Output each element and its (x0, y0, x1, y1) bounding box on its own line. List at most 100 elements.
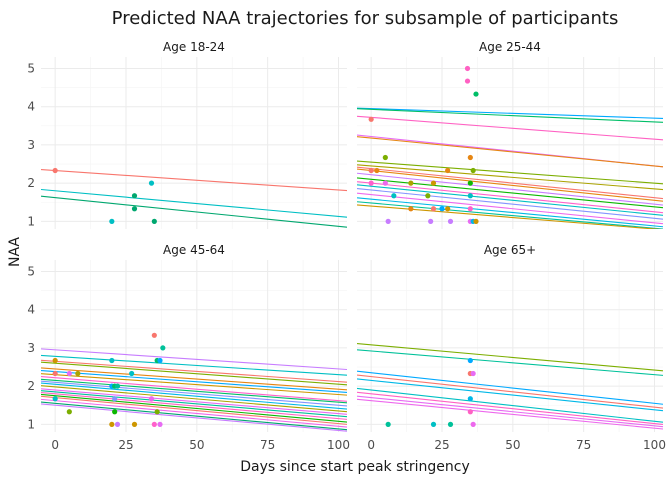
data-point (368, 180, 374, 186)
data-point (131, 421, 138, 427)
data-point (473, 91, 479, 97)
facet-strip-label: Age 45-64 (163, 243, 225, 257)
x-axis-title: Days since start peak stringency (240, 459, 470, 475)
data-point (428, 218, 434, 224)
trajectory-line (357, 166, 663, 200)
data-point (52, 370, 58, 377)
facet-strip-label: Age 18-24 (163, 40, 225, 54)
data-point (473, 218, 479, 224)
data-point (470, 421, 476, 427)
trajectory-line (357, 184, 663, 216)
data-point (467, 409, 473, 415)
trajectory-line (41, 395, 347, 425)
trajectory-line (41, 354, 347, 376)
y-tick-label: 1 (27, 417, 35, 431)
data-point (151, 421, 157, 427)
y-tick-label: 3 (27, 138, 35, 152)
y-tick-label: 1 (27, 214, 35, 228)
data-point (445, 206, 451, 212)
data-point (52, 357, 58, 364)
data-point (374, 167, 380, 174)
trajectory-line (41, 373, 347, 396)
x-tick-label: 100 (327, 438, 350, 452)
y-tick-label: 5 (27, 264, 35, 278)
trajectory-line (357, 107, 663, 119)
data-point (464, 65, 471, 72)
data-point (160, 345, 166, 351)
trajectory-line (41, 385, 347, 413)
trajectory-line (41, 390, 347, 418)
facet-strip-label: Age 25-44 (479, 40, 541, 54)
trajectory-line (357, 398, 663, 430)
trajectory-line (357, 164, 663, 191)
data-point (75, 370, 81, 377)
data-point (467, 154, 473, 161)
trajectory-line (357, 349, 663, 376)
trajectory-line (357, 370, 663, 405)
y-tick-label: 4 (27, 100, 35, 114)
data-point (467, 193, 473, 199)
data-point (430, 421, 437, 427)
trajectory-lines (357, 107, 663, 229)
trajectory-lines (41, 168, 347, 228)
facet-panel: Age 65+ 0 25 50 75 100 (357, 243, 666, 452)
trajectory-line (41, 393, 347, 423)
trajectory-line (41, 398, 347, 428)
trajectory-line (41, 388, 347, 415)
data-point (467, 357, 473, 364)
data-point (129, 370, 135, 377)
data-point (148, 396, 155, 402)
y-tick-label: 3 (27, 341, 35, 355)
trajectory-line (41, 367, 347, 391)
x-tick-label: 50 (505, 438, 520, 452)
y-axis-title: NAA (7, 237, 23, 267)
data-point (430, 206, 437, 212)
trajectory-line (357, 136, 663, 168)
x-tick-label: 75 (576, 438, 591, 452)
trajectory-lines (41, 348, 347, 432)
data-point (445, 167, 451, 174)
trajectory-line (41, 391, 347, 420)
data-point (447, 421, 454, 427)
trajectory-line (357, 201, 663, 229)
data-point (151, 332, 157, 338)
data-point (385, 218, 391, 224)
trajectory-line (41, 382, 347, 410)
data-point (385, 421, 391, 427)
data-point (425, 193, 431, 199)
trajectory-line (41, 195, 347, 228)
data-point (430, 180, 437, 186)
data-point (131, 193, 138, 199)
data-point (470, 370, 476, 377)
trajectory-line (357, 177, 663, 209)
trajectory-line (41, 370, 347, 394)
trajectory-line (41, 168, 347, 192)
data-point (391, 193, 397, 199)
data-point (109, 421, 115, 427)
data-point (109, 357, 115, 364)
chart-title: Predicted NAA trajectories for subsample… (112, 8, 619, 29)
data-point (66, 409, 72, 415)
data-point (157, 421, 163, 427)
trajectory-line (41, 376, 347, 402)
trajectory-lines (357, 343, 663, 430)
trajectory-line (41, 378, 347, 404)
trajectory-line (357, 192, 663, 225)
trajectory-line (357, 395, 663, 428)
data-point (447, 218, 454, 224)
y-tick-label: 2 (27, 176, 35, 190)
data-point (408, 206, 414, 212)
facet-strip-label: Age 65+ (484, 243, 536, 257)
trajectory-line (357, 160, 663, 185)
data-point (368, 167, 374, 174)
x-tick-label: 100 (643, 438, 666, 452)
data-point (112, 409, 118, 415)
data-point (66, 370, 72, 377)
trajectory-line (357, 108, 663, 123)
x-tick-label: 75 (260, 438, 275, 452)
trajectory-line (357, 181, 663, 214)
trajectory-line (41, 403, 347, 432)
data-point (382, 154, 388, 161)
